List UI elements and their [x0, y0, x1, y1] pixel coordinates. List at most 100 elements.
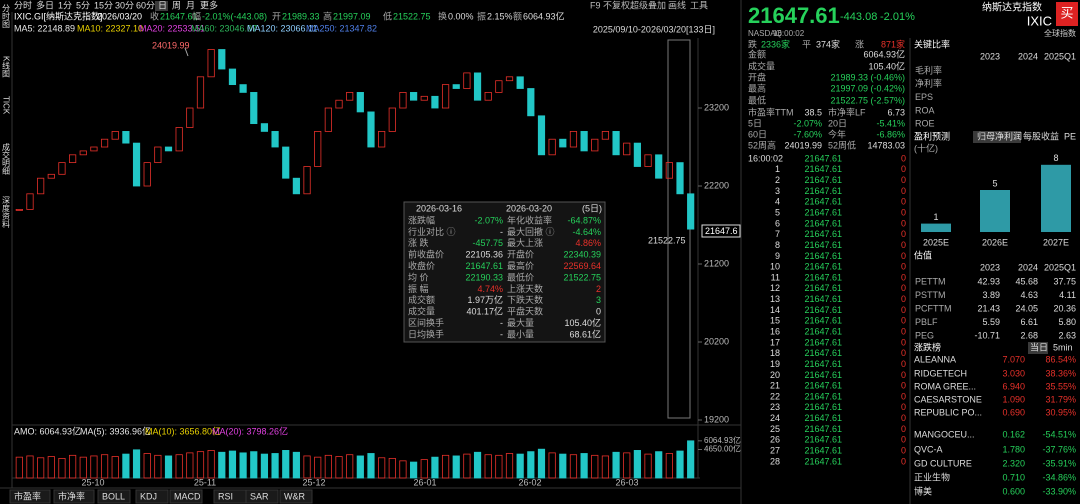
volume-bar	[111, 456, 119, 479]
stock-name[interactable]: ALEANNA	[914, 354, 956, 364]
bottom-tab[interactable]: MACD	[174, 491, 201, 501]
side-tab[interactable]: 分时图	[2, 4, 11, 29]
trade-price: 21647.61	[804, 316, 842, 326]
candle	[90, 146, 98, 152]
stock-name[interactable]: CAESARSTONE	[914, 394, 982, 404]
forecast-tab[interactable]: PE	[1064, 131, 1076, 141]
stat-label: 52周高	[748, 139, 776, 150]
movers-tab[interactable]: 5min	[1053, 342, 1073, 352]
trade-volume: 0	[901, 186, 906, 196]
popup-days: (5日)	[582, 203, 602, 213]
trade-volume: 0	[901, 391, 906, 401]
toolbar-tab[interactable]: 日	[158, 0, 167, 10]
candle	[260, 123, 269, 132]
popup-end-date[interactable]: 2026-03-20	[506, 203, 552, 213]
bottom-tab[interactable]: KDJ	[140, 491, 157, 501]
trade-time: 16:00:02	[748, 153, 783, 163]
popup-value: 3	[596, 295, 601, 305]
candle	[676, 162, 684, 195]
popup-label: 日均换手	[408, 328, 444, 339]
volume-bar	[175, 454, 183, 479]
trade-time: 17	[770, 337, 780, 347]
bottom-tab[interactable]: RSI	[218, 491, 233, 501]
toolbar-tab[interactable]: 15分	[94, 0, 113, 10]
bottom-tab[interactable]: W&R	[284, 491, 305, 501]
bottom-tab[interactable]: SAR	[250, 491, 269, 501]
volume-bar	[655, 451, 663, 479]
stock-name[interactable]: REPUBLIC PO...	[914, 407, 982, 417]
popup-label: 最低价	[507, 271, 534, 282]
ratio-label: ROE	[915, 119, 935, 129]
info-label: 换	[438, 10, 447, 21]
toolbar-tab[interactable]: 60分	[136, 0, 155, 10]
trade-price: 21647.61	[804, 229, 842, 239]
toolbar-tab[interactable]: 周	[172, 0, 181, 10]
movers-tab[interactable]: 当日	[1030, 341, 1048, 352]
volume-bar	[559, 453, 567, 479]
toolbar-tab[interactable]: 更多	[200, 0, 218, 10]
toolbar-button[interactable]: 不复权	[603, 0, 630, 10]
candle	[452, 84, 460, 89]
stock-name[interactable]: GD CULTURE	[914, 458, 972, 468]
volume-bar	[612, 451, 620, 479]
toolbar-tab[interactable]: 多日	[36, 0, 54, 10]
toolbar-button[interactable]: 画线	[668, 0, 686, 10]
stock-change: 38.36%	[1045, 368, 1076, 378]
bottom-tab[interactable]: 市净率	[58, 490, 85, 501]
candle	[100, 138, 109, 148]
stock-name[interactable]: 博美	[914, 485, 932, 496]
toolbar-tab[interactable]: 1分	[58, 0, 72, 10]
stock-price: 0.162	[1002, 429, 1025, 439]
volume-bar	[37, 457, 45, 479]
section-title: 估值	[914, 249, 932, 260]
volume-bar	[378, 457, 386, 479]
bottom-tab[interactable]: BOLL	[102, 491, 125, 501]
trade-volume: 0	[901, 207, 906, 217]
side-tab[interactable]: 深度资料	[2, 196, 11, 229]
candle	[58, 162, 66, 175]
ratio-label: ROA	[915, 105, 935, 115]
buy-button[interactable]: 买	[1060, 5, 1073, 20]
popup-start-date[interactable]: 2026-03-16	[416, 203, 462, 213]
annotation-line	[184, 47, 189, 57]
volume-bar	[495, 454, 503, 479]
stock-name[interactable]: MANGOCEU...	[914, 429, 975, 439]
bar-category: 2025E	[923, 237, 949, 247]
stock-name[interactable]: ROMA GREE...	[914, 381, 976, 391]
price-axis-label: 23200	[704, 102, 729, 112]
trade-volume: 0	[901, 456, 906, 466]
bottom-tab[interactable]: 市盈率	[14, 490, 41, 501]
candle	[378, 131, 386, 148]
stock-price: 7.070	[1002, 354, 1025, 364]
candle	[431, 95, 439, 109]
stat-label: 60日	[748, 129, 767, 139]
table-header: 2023	[980, 262, 1000, 272]
volume-bar	[218, 451, 226, 479]
toolbar-tab[interactable]: 5分	[76, 0, 90, 10]
side-tab[interactable]: TICK	[2, 96, 11, 115]
stock-name[interactable]: RIDGETECH	[914, 368, 967, 378]
side-tab[interactable]: 成交明细	[2, 142, 11, 176]
toolbar-tab[interactable]: 月	[186, 0, 195, 10]
volume-bar	[473, 451, 482, 479]
trade-time: 26	[770, 435, 780, 445]
forecast-tab[interactable]: 每股收益	[1023, 130, 1059, 141]
info-value: 0.00%	[448, 11, 474, 21]
stock-name[interactable]: 正业生物	[914, 471, 950, 482]
toolbar-button[interactable]: 工具	[690, 0, 708, 10]
stat-label: 成交量	[748, 60, 775, 71]
stat-value: 6.73	[887, 107, 905, 117]
trade-volume: 0	[901, 251, 906, 261]
toolbar-button[interactable]: F9	[590, 0, 601, 10]
toolbar-tab[interactable]: 分时	[14, 0, 32, 10]
toolbar-tab[interactable]: 30分	[115, 0, 134, 10]
unit-label: (十亿)	[914, 142, 938, 153]
trade-time: 23	[770, 402, 780, 412]
forecast-tab[interactable]: 归母净利润	[977, 130, 1022, 141]
side-tab[interactable]: K线图	[2, 56, 11, 78]
toolbar-button[interactable]: 超级叠加	[630, 0, 666, 10]
stat-label: 最高	[748, 82, 766, 93]
bottom-tab-bg	[279, 489, 313, 504]
candle	[122, 131, 130, 144]
stock-name[interactable]: QVC-A	[914, 444, 943, 454]
